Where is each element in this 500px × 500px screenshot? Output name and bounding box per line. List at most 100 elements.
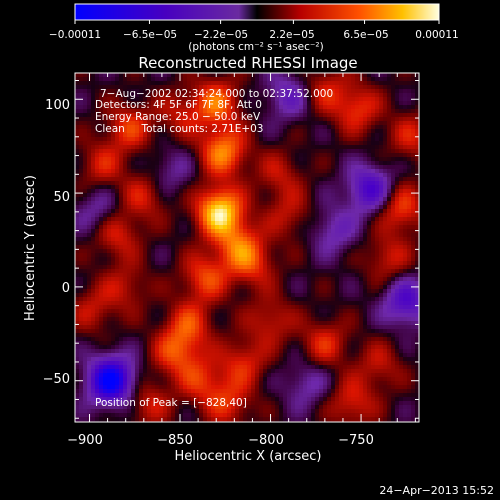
heatmap-cell: [219, 81, 224, 86]
heatmap-cell: [127, 253, 132, 258]
heatmap-cell: [323, 289, 328, 294]
heatmap-cell: [227, 73, 232, 78]
heatmap-cell: [339, 109, 344, 114]
heatmap-cell: [115, 109, 120, 114]
heatmap-cell: [391, 193, 396, 198]
heatmap-cell: [407, 77, 412, 82]
heatmap-cell: [219, 277, 224, 282]
heatmap-cell: [99, 125, 104, 130]
heatmap-cell: [115, 113, 120, 118]
heatmap-cell: [363, 281, 368, 286]
heatmap-cell: [287, 185, 292, 190]
heatmap-cell: [155, 149, 160, 154]
heatmap-cell: [191, 273, 196, 278]
heatmap-cell: [235, 101, 240, 106]
heatmap-cell: [151, 269, 156, 274]
heatmap-cell: [303, 197, 308, 202]
heatmap-cell: [119, 233, 124, 238]
heatmap-cell: [263, 113, 268, 118]
heatmap-cell: [167, 117, 172, 122]
heatmap-cell: [191, 153, 196, 158]
heatmap-cell: [299, 225, 304, 230]
heatmap-cell: [291, 165, 296, 170]
heatmap-cell: [291, 189, 296, 194]
heatmap-cell: [179, 161, 184, 166]
heatmap-cell: [223, 177, 228, 182]
heatmap-cell: [123, 105, 128, 110]
heatmap-cell: [211, 217, 216, 222]
heatmap-cell: [115, 73, 120, 78]
heatmap-cell: [187, 281, 192, 286]
heatmap-cell: [91, 77, 96, 82]
heatmap-cell: [207, 145, 212, 150]
heatmap-cell: [327, 133, 332, 138]
heatmap-cell: [135, 237, 140, 242]
heatmap-cell: [403, 113, 408, 118]
heatmap-cell: [223, 97, 228, 102]
heatmap-cell: [159, 257, 164, 262]
heatmap-cell: [287, 137, 292, 142]
heatmap-cell: [399, 145, 404, 150]
heatmap-cell: [291, 205, 296, 210]
heatmap-cell: [227, 289, 232, 294]
heatmap-cell: [187, 241, 192, 246]
heatmap-cell: [231, 141, 236, 146]
heatmap-cell: [203, 201, 208, 206]
heatmap-cell: [379, 73, 384, 78]
heatmap-cell: [271, 293, 276, 298]
heatmap-cell: [311, 269, 316, 274]
heatmap-cell: [359, 161, 364, 166]
heatmap-cell: [143, 113, 148, 118]
heatmap-cell: [143, 133, 148, 138]
heatmap-cell: [207, 229, 212, 234]
heatmap-cell: [379, 149, 384, 154]
heatmap-cell: [95, 133, 100, 138]
heatmap-cell: [171, 201, 176, 206]
heatmap-cell: [187, 125, 192, 130]
heatmap-cell: [195, 289, 200, 294]
heatmap-cell: [407, 125, 412, 130]
heatmap-cell: [347, 185, 352, 190]
heatmap-cell: [267, 237, 272, 242]
heatmap-cell: [135, 125, 140, 130]
heatmap-cell: [151, 133, 156, 138]
heatmap-cell: [327, 201, 332, 206]
heatmap-cell: [195, 93, 200, 98]
heatmap-cell: [319, 285, 324, 290]
heatmap-cell: [175, 249, 180, 254]
heatmap-cell: [319, 137, 324, 142]
heatmap-cell: [391, 177, 396, 182]
heatmap-cell: [247, 105, 252, 110]
heatmap-cell: [299, 277, 304, 282]
heatmap-cell: [323, 125, 328, 130]
heatmap-cell: [215, 249, 220, 254]
heatmap-cell: [407, 289, 412, 294]
heatmap-cell: [147, 253, 152, 258]
heatmap-cell: [395, 85, 400, 90]
heatmap-cell: [331, 265, 336, 270]
heatmap-cell: [219, 197, 224, 202]
heatmap-cell: [79, 241, 84, 246]
heatmap-cell: [331, 197, 336, 202]
heatmap-cell: [107, 161, 112, 166]
heatmap-cell: [295, 93, 300, 98]
heatmap-cell: [199, 185, 204, 190]
heatmap-cell: [167, 189, 172, 194]
heatmap-cell: [127, 165, 132, 170]
heatmap-cell: [331, 217, 336, 222]
heatmap-cell: [307, 89, 312, 94]
heatmap-cell: [79, 181, 84, 186]
heatmap-cell: [123, 153, 128, 158]
heatmap-cell: [343, 281, 348, 286]
heatmap-cell: [147, 209, 152, 214]
heatmap-cell: [103, 273, 108, 278]
heatmap-cell: [183, 261, 188, 266]
heatmap-cell: [167, 181, 172, 186]
heatmap-cell: [375, 141, 380, 146]
heatmap-cell: [303, 185, 308, 190]
heatmap-cell: [263, 89, 268, 94]
heatmap-cell: [167, 265, 172, 270]
heatmap-cell: [331, 297, 336, 302]
heatmap-cell: [295, 269, 300, 274]
heatmap-cell: [203, 281, 208, 286]
